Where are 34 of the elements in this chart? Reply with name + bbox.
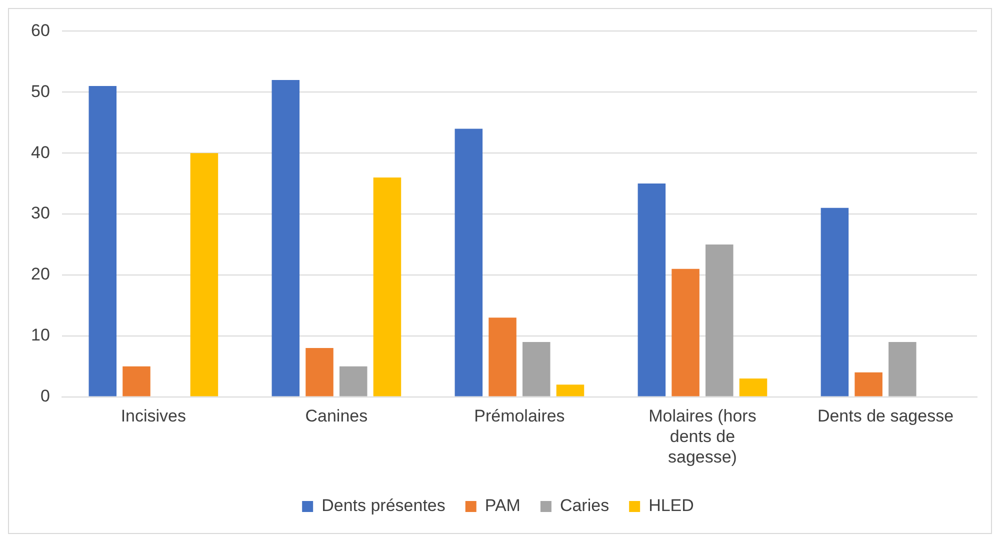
bar xyxy=(672,268,700,396)
bar xyxy=(306,348,334,396)
bar xyxy=(638,184,666,396)
x-tick-label: Canines xyxy=(305,406,368,426)
legend-label: Dents présentes xyxy=(322,496,446,516)
x-tick-label: Dents de sagesse xyxy=(817,406,954,426)
bar xyxy=(706,244,734,396)
y-tick-label: 50 xyxy=(30,82,50,101)
y-tick-label: 30 xyxy=(30,204,50,223)
bar xyxy=(739,378,768,396)
bar xyxy=(339,366,368,396)
y-tick-label: 10 xyxy=(30,326,50,345)
bar xyxy=(522,342,550,396)
y-tick-label: 60 xyxy=(30,20,50,40)
x-tick-label: Prémolaires xyxy=(474,406,565,426)
bar xyxy=(556,384,584,396)
bar xyxy=(272,80,300,396)
bar xyxy=(373,177,402,396)
bar xyxy=(190,153,218,396)
legend-label: PAM xyxy=(484,496,520,516)
legend-label: Caries xyxy=(560,496,610,516)
bar xyxy=(820,208,849,396)
y-tick-label: 40 xyxy=(30,142,50,162)
bar xyxy=(488,318,516,396)
x-tick-label: Incisives xyxy=(120,406,186,426)
bar xyxy=(854,372,882,396)
bar xyxy=(122,366,150,396)
y-tick-label: 0 xyxy=(40,386,50,406)
bar xyxy=(888,342,916,396)
y-tick-label: 20 xyxy=(30,264,50,284)
x-tick-label: Molaires (hors dents de sagesse) xyxy=(648,406,756,466)
bar xyxy=(454,128,483,396)
bar xyxy=(88,86,117,396)
legend-label: HLED xyxy=(648,496,694,516)
